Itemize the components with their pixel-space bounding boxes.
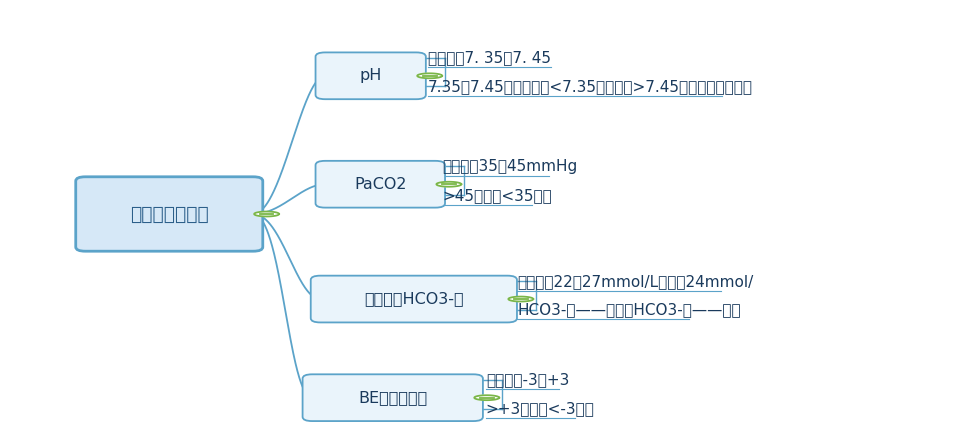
Polygon shape bbox=[254, 211, 279, 217]
Text: 正常值：35～45mmHg: 正常值：35～45mmHg bbox=[442, 159, 578, 174]
Polygon shape bbox=[474, 395, 499, 400]
FancyBboxPatch shape bbox=[76, 177, 262, 251]
Text: 正常值：22～27mmol/L，平均24mmol/: 正常值：22～27mmol/L，平均24mmol/ bbox=[517, 273, 752, 288]
Polygon shape bbox=[417, 73, 442, 78]
Text: pH: pH bbox=[359, 68, 382, 83]
Text: 碳酸氢（HCO3-）: 碳酸氢（HCO3-） bbox=[363, 291, 463, 306]
Text: 7.35～7.45（代偿），<7.35酸中毒，>7.45碱中毒（失代偿）: 7.35～7.45（代偿），<7.35酸中毒，>7.45碱中毒（失代偿） bbox=[428, 79, 752, 94]
Text: >+3代碱；<-3代酸: >+3代碱；<-3代酸 bbox=[485, 401, 594, 416]
Polygon shape bbox=[507, 297, 532, 301]
FancyBboxPatch shape bbox=[315, 161, 445, 208]
Text: 正常值：-3～+3: 正常值：-3～+3 bbox=[485, 372, 569, 387]
Polygon shape bbox=[436, 182, 461, 187]
Text: BE（碱剩余）: BE（碱剩余） bbox=[357, 390, 427, 405]
Text: PaCO2: PaCO2 bbox=[354, 177, 407, 192]
Text: >45呼酸；<35呼碱: >45呼酸；<35呼碱 bbox=[442, 188, 552, 203]
FancyBboxPatch shape bbox=[303, 374, 482, 421]
Text: 正常值：7. 35～7. 45: 正常值：7. 35～7. 45 bbox=[428, 50, 551, 65]
Text: 酸碱失衡的判断: 酸碱失衡的判断 bbox=[130, 205, 209, 223]
FancyBboxPatch shape bbox=[315, 52, 426, 99]
Text: HCO3-少——代酸；HCO3-多——代碱: HCO3-少——代酸；HCO3-多——代碱 bbox=[517, 303, 740, 318]
FancyBboxPatch shape bbox=[310, 276, 516, 322]
